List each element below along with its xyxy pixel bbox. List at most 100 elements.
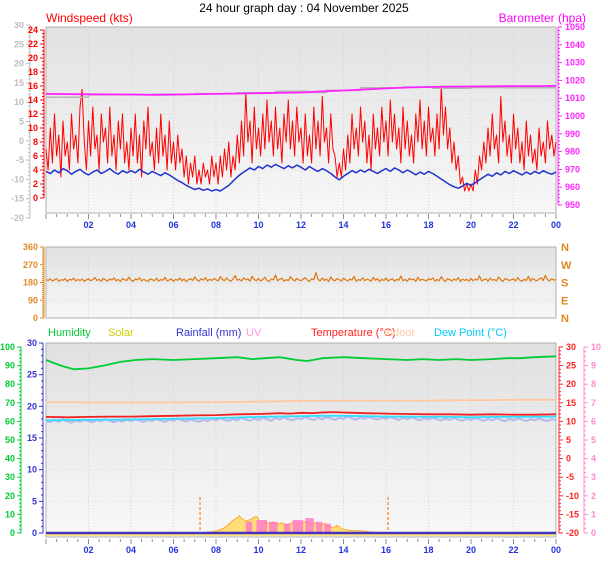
svg-text:1: 1 bbox=[591, 509, 596, 519]
legend-dew-point: Dew Point (°C) bbox=[434, 327, 507, 339]
svg-text:4: 4 bbox=[33, 165, 38, 175]
svg-text:30: 30 bbox=[14, 22, 24, 30]
svg-text:980: 980 bbox=[565, 147, 580, 157]
svg-text:08: 08 bbox=[211, 545, 221, 555]
svg-text:0: 0 bbox=[591, 528, 596, 538]
svg-text:14: 14 bbox=[338, 545, 348, 555]
svg-text:-5: -5 bbox=[566, 472, 574, 482]
svg-text:90: 90 bbox=[5, 361, 15, 371]
svg-text:E: E bbox=[561, 295, 568, 307]
svg-text:06: 06 bbox=[168, 545, 178, 555]
svg-text:W: W bbox=[561, 260, 572, 272]
legend-temperature: Temperature (°C) bbox=[311, 327, 396, 339]
svg-text:15: 15 bbox=[566, 398, 576, 408]
svg-text:25: 25 bbox=[566, 361, 576, 371]
bottom-chart-legend: Humidity Solar Rainfall (mm) UV Temperat… bbox=[0, 327, 608, 340]
svg-text:20: 20 bbox=[466, 545, 476, 555]
svg-text:80: 80 bbox=[5, 379, 15, 389]
svg-text:2: 2 bbox=[33, 179, 38, 189]
svg-text:20: 20 bbox=[27, 401, 37, 411]
svg-text:0: 0 bbox=[33, 313, 38, 323]
svg-text:360: 360 bbox=[23, 242, 38, 252]
svg-text:12: 12 bbox=[28, 109, 38, 119]
svg-text:8: 8 bbox=[33, 137, 38, 147]
svg-text:16: 16 bbox=[28, 81, 38, 91]
svg-text:10: 10 bbox=[5, 509, 15, 519]
svg-text:18: 18 bbox=[423, 220, 433, 230]
svg-text:0: 0 bbox=[19, 136, 24, 146]
svg-text:2: 2 bbox=[591, 491, 596, 501]
svg-text:08: 08 bbox=[211, 220, 221, 230]
temperature-humidity-chart: 0102030405060708090100051015202530-20-15… bbox=[0, 339, 601, 555]
svg-text:5: 5 bbox=[566, 435, 571, 445]
svg-text:16: 16 bbox=[381, 545, 391, 555]
svg-text:10: 10 bbox=[253, 545, 263, 555]
svg-text:0: 0 bbox=[10, 528, 15, 538]
svg-text:3: 3 bbox=[591, 472, 596, 482]
svg-text:16: 16 bbox=[381, 220, 391, 230]
windspeed-axis-title: Windspeed (kts) bbox=[46, 11, 133, 25]
legend-rainfall: Rainfall (mm) bbox=[176, 327, 242, 339]
svg-text:0: 0 bbox=[566, 454, 571, 464]
svg-text:04: 04 bbox=[126, 545, 136, 555]
barometer-axis-title: Barometer (hpa) bbox=[498, 11, 586, 25]
svg-text:22: 22 bbox=[28, 39, 38, 49]
svg-text:12: 12 bbox=[296, 545, 306, 555]
svg-text:10: 10 bbox=[591, 342, 601, 352]
svg-text:30: 30 bbox=[5, 472, 15, 482]
legend-indoor: Indoor bbox=[384, 327, 416, 339]
svg-text:18: 18 bbox=[28, 67, 38, 77]
svg-text:00: 00 bbox=[551, 545, 561, 555]
svg-text:N: N bbox=[561, 313, 569, 325]
legend-uv: UV bbox=[246, 327, 262, 339]
svg-text:-15: -15 bbox=[566, 509, 579, 519]
svg-text:-15: -15 bbox=[11, 194, 24, 204]
svg-text:60: 60 bbox=[5, 416, 15, 426]
svg-text:950: 950 bbox=[565, 200, 580, 210]
svg-text:4: 4 bbox=[591, 454, 596, 464]
svg-text:40: 40 bbox=[5, 454, 15, 464]
svg-text:-10: -10 bbox=[566, 491, 579, 501]
svg-text:5: 5 bbox=[591, 435, 596, 445]
svg-text:14: 14 bbox=[338, 220, 348, 230]
svg-text:9: 9 bbox=[591, 361, 596, 371]
svg-text:1040: 1040 bbox=[565, 40, 585, 50]
svg-text:15: 15 bbox=[27, 433, 37, 443]
svg-text:18: 18 bbox=[423, 545, 433, 555]
legend-humidity: Humidity bbox=[48, 327, 91, 339]
svg-text:990: 990 bbox=[565, 129, 580, 139]
svg-text:7: 7 bbox=[591, 398, 596, 408]
svg-text:10: 10 bbox=[14, 97, 24, 107]
svg-text:180: 180 bbox=[23, 278, 38, 288]
svg-text:-10: -10 bbox=[11, 174, 24, 184]
svg-text:22: 22 bbox=[508, 545, 518, 555]
svg-text:20: 20 bbox=[566, 379, 576, 389]
svg-text:1030: 1030 bbox=[565, 58, 585, 68]
svg-text:30: 30 bbox=[27, 339, 37, 348]
svg-text:970: 970 bbox=[565, 164, 580, 174]
svg-text:14: 14 bbox=[28, 95, 38, 105]
svg-text:-5: -5 bbox=[16, 155, 24, 165]
page-title: 24 hour graph day : 04 November 2025 bbox=[199, 1, 409, 15]
svg-text:20: 20 bbox=[14, 59, 24, 69]
svg-text:70: 70 bbox=[5, 398, 15, 408]
svg-text:8: 8 bbox=[591, 379, 596, 389]
svg-text:10: 10 bbox=[566, 416, 576, 426]
svg-text:0: 0 bbox=[32, 528, 37, 538]
svg-text:5: 5 bbox=[19, 117, 24, 127]
svg-text:02: 02 bbox=[83, 545, 93, 555]
svg-text:30: 30 bbox=[566, 342, 576, 352]
svg-text:10: 10 bbox=[27, 465, 37, 475]
svg-text:6: 6 bbox=[33, 151, 38, 161]
svg-text:1010: 1010 bbox=[565, 93, 585, 103]
svg-text:6: 6 bbox=[591, 416, 596, 426]
svg-text:1050: 1050 bbox=[565, 22, 585, 32]
svg-text:90: 90 bbox=[28, 295, 38, 305]
svg-text:1020: 1020 bbox=[565, 75, 585, 85]
svg-text:20: 20 bbox=[28, 53, 38, 63]
svg-text:50: 50 bbox=[5, 435, 15, 445]
svg-text:12: 12 bbox=[296, 220, 306, 230]
svg-text:1000: 1000 bbox=[565, 111, 585, 121]
